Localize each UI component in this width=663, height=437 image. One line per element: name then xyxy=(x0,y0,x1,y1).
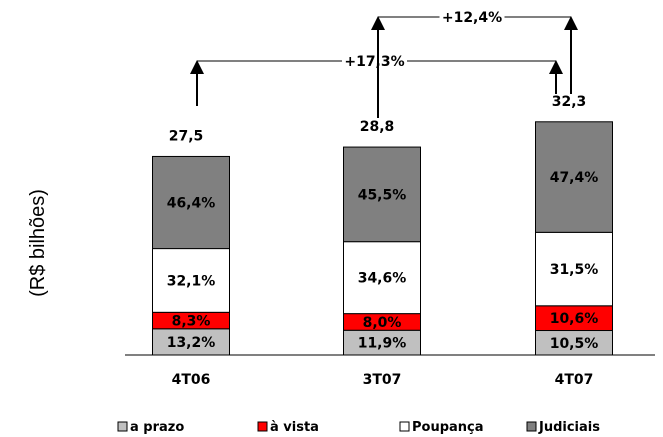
total-label-3t07: 28,8 xyxy=(360,119,395,135)
legend: a prazo à vista Poupança Judiciais xyxy=(117,420,600,435)
data-label-a-vista-4t07: 10,6% xyxy=(550,311,599,327)
arrow-head xyxy=(190,60,204,74)
segment-a-prazo-4t06 xyxy=(152,328,230,356)
y-axis-label: (R$ bilhões) xyxy=(27,189,49,297)
legend-swatch-poupanca xyxy=(399,421,410,432)
data-label-poupanca-3t07: 34,6% xyxy=(358,271,407,287)
legend-swatch-judiciais xyxy=(526,421,537,432)
bars: 13,2% 8,3% 32,1% 46,4% 27,5 11,9% 8,0% 34,6% 45,… xyxy=(152,94,613,356)
growth-label-1: +17,3% xyxy=(344,54,404,70)
legend-label-a-vista: à vista xyxy=(270,420,319,435)
segment-judiciais-4t07 xyxy=(535,121,613,233)
growth-annotation-1: +17,3% xyxy=(190,54,563,106)
growth-label-2: +12,4% xyxy=(442,10,502,26)
segment-a-vista-4t07 xyxy=(535,305,613,332)
legend-swatch-a-prazo xyxy=(117,421,128,432)
segment-poupanca-3t07 xyxy=(343,241,421,315)
legend-item-a-vista: à vista xyxy=(257,420,319,435)
arrow-head xyxy=(371,16,385,30)
x-tick-4t06: 4T06 xyxy=(172,372,211,388)
bar-4t06: 13,2% 8,3% 32,1% 46,4% 27,5 xyxy=(152,128,230,356)
data-label-a-prazo-4t06: 13,2% xyxy=(167,335,216,351)
segment-poupanca-4t07 xyxy=(535,231,613,307)
segment-a-prazo-4t07 xyxy=(535,330,613,356)
data-label-a-prazo-3t07: 11,9% xyxy=(358,336,407,352)
x-tick-labels: 4T06 3T07 4T07 xyxy=(172,372,594,388)
legend-item-judiciais: Judiciais xyxy=(526,420,600,435)
data-label-judiciais-4t07: 47,4% xyxy=(550,170,599,186)
segment-judiciais-4t06 xyxy=(152,155,230,250)
data-label-a-vista-3t07: 8,0% xyxy=(363,315,402,331)
legend-label-a-prazo: a prazo xyxy=(130,420,184,435)
data-label-poupanca-4t07: 31,5% xyxy=(550,262,599,278)
data-label-poupanca-4t06: 32,1% xyxy=(167,273,216,289)
data-label-a-prazo-4t07: 10,5% xyxy=(550,336,599,352)
arrow-head xyxy=(549,60,563,74)
segment-judiciais-3t07 xyxy=(343,146,421,243)
arrow-head xyxy=(564,16,578,30)
total-label-4t06: 27,5 xyxy=(169,128,204,144)
data-label-judiciais-3t07: 45,5% xyxy=(358,187,407,203)
legend-item-poupanca: Poupança xyxy=(399,420,484,435)
growth-annotations: +17,3% +12,4% xyxy=(190,10,578,118)
x-tick-4t07: 4T07 xyxy=(555,372,594,388)
data-label-a-vista-4t06: 8,3% xyxy=(172,314,211,330)
growth-annotation-2: +12,4% xyxy=(371,10,578,118)
bar-3t07: 11,9% 8,0% 34,6% 45,5% 28,8 xyxy=(343,119,421,356)
x-tick-3t07: 3T07 xyxy=(363,372,402,388)
legend-item-a-prazo: a prazo xyxy=(117,420,184,435)
legend-label-judiciais: Judiciais xyxy=(538,420,600,435)
data-label-judiciais-4t06: 46,4% xyxy=(167,196,216,212)
bar-4t07: 10,5% 10,6% 31,5% 47,4% 32,3 xyxy=(535,94,613,356)
total-label-4t07: 32,3 xyxy=(552,94,587,110)
legend-swatch-a-vista xyxy=(257,421,268,432)
legend-label-poupanca: Poupança xyxy=(412,420,484,435)
